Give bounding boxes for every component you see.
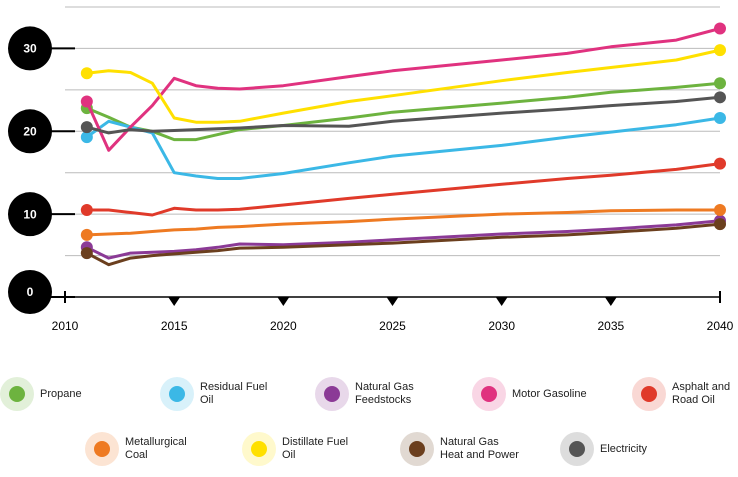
- legend-label: Metallurgical Coal: [125, 436, 187, 461]
- series-line: [85, 27, 721, 152]
- legend-dot: [251, 441, 267, 457]
- series-line: [86, 95, 721, 135]
- series-line: [86, 48, 721, 124]
- legend-dot: [9, 386, 25, 402]
- x-tick: [277, 297, 290, 306]
- series-line: [86, 162, 721, 217]
- end-point: [714, 218, 726, 231]
- legend-dot: [169, 386, 185, 402]
- end-point: [80, 95, 93, 108]
- legend-dot: [569, 441, 585, 457]
- x-tick-label: 2035: [597, 319, 624, 333]
- end-point: [714, 77, 726, 90]
- legend-swatch: [472, 377, 506, 411]
- legend-item: Asphalt and Road Oil: [632, 377, 738, 411]
- x-tick-label: 2025: [379, 319, 406, 333]
- end-point: [714, 91, 726, 104]
- end-point: [80, 131, 93, 144]
- end-point: [714, 22, 726, 35]
- x-tick: [168, 297, 181, 306]
- series-line: [86, 219, 721, 260]
- x-tick-label: 2020: [270, 319, 297, 333]
- x-tick: [495, 297, 508, 306]
- y-tick-label: 10: [23, 207, 37, 221]
- end-point: [714, 204, 726, 216]
- legend-dot: [641, 386, 657, 402]
- legend-dot: [409, 441, 425, 457]
- y-tick-label: 30: [23, 42, 37, 56]
- y-tick-badge: [8, 192, 52, 237]
- x-tick: [386, 297, 399, 306]
- end-point: [714, 157, 726, 170]
- legend-label: Electricity: [600, 442, 648, 455]
- end-point: [80, 67, 93, 80]
- legend-item: Metallurgical Coal: [85, 432, 205, 466]
- legend-item: Residual Fuel Oil: [160, 377, 280, 411]
- legend-swatch: [160, 377, 194, 411]
- y-tick-label: 0: [27, 285, 34, 299]
- legend-swatch: [400, 432, 434, 466]
- y-tick-badge: [8, 109, 52, 154]
- legend-item: Distillate Fuel Oil: [242, 432, 362, 466]
- legend-item: Natural Gas Heat and Power: [400, 432, 520, 466]
- end-point: [80, 204, 93, 216]
- legend-item: Motor Gasoline: [472, 377, 587, 411]
- legend-swatch: [632, 377, 666, 411]
- series-line: [85, 116, 721, 180]
- series-line: [86, 208, 720, 237]
- y-tick-label: 20: [23, 124, 37, 138]
- legend-label: Propane: [40, 387, 82, 400]
- legend-label: Residual Fuel Oil: [200, 381, 268, 406]
- end-point: [714, 112, 726, 125]
- end-point: [80, 121, 93, 134]
- legend-swatch: [85, 432, 119, 466]
- legend-label: Distillate Fuel Oil: [282, 436, 349, 461]
- end-point: [80, 247, 93, 260]
- legend-label: Natural Gas Heat and Power: [440, 436, 519, 461]
- legend-label: Motor Gasoline: [512, 387, 587, 400]
- legend-label: Asphalt and Road Oil: [672, 381, 731, 406]
- legend-item: Natural Gas Feedstocks: [315, 377, 435, 411]
- legend-item: Electricity: [560, 432, 647, 466]
- x-tick: [604, 297, 617, 306]
- y-tick-badge: [8, 270, 52, 314]
- legend-swatch: [315, 377, 349, 411]
- legend-dot: [481, 386, 497, 402]
- legend-swatch: [0, 377, 34, 411]
- x-tick-label: 2015: [161, 319, 188, 333]
- series-line: [86, 222, 721, 267]
- end-point: [80, 228, 93, 241]
- x-tick-label: 2040: [707, 319, 734, 333]
- legend-label: Natural Gas Feedstocks: [355, 381, 414, 406]
- legend-dot: [324, 386, 340, 402]
- x-tick-label: 2030: [488, 319, 515, 333]
- y-tick-badge: [8, 26, 52, 71]
- legend-item: Propane: [0, 377, 82, 411]
- x-tick-label: 2010: [52, 319, 79, 333]
- legend-swatch: [560, 432, 594, 466]
- legend-dot: [94, 441, 110, 457]
- end-point: [714, 44, 726, 57]
- legend-swatch: [242, 432, 276, 466]
